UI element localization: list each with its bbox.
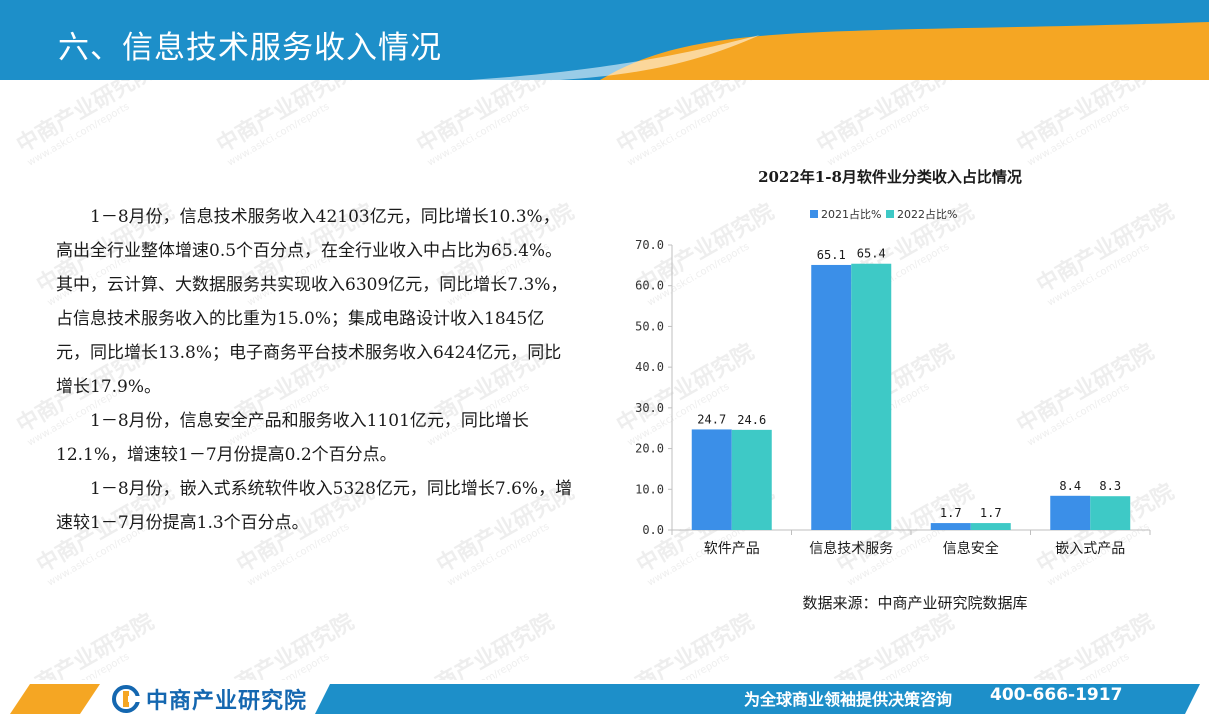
y-tick-label: 70.0 [635, 238, 664, 252]
data-label: 1.7 [980, 506, 1002, 520]
body-text: 1－8月份，信息技术服务收入42103亿元，同比增长10.3%，高出全行业整体增… [56, 200, 576, 540]
paragraph-3: 1－8月份，嵌入式系统软件收入5328亿元，同比增长7.6%，增速较1－7月份提… [56, 479, 573, 533]
watermark-subtext: www.askci.com/reports [425, 101, 532, 169]
header-banner: 六、信息技术服务收入情况 [0, 0, 1209, 80]
watermark-text: 中商产业研究院 [1012, 609, 1159, 680]
watermark-subtext: www.askci.com/reports [25, 101, 132, 169]
watermark-subtext: www.askci.com/reports [1026, 632, 1165, 680]
data-label: 1.7 [940, 506, 962, 520]
watermark-subtext: www.askci.com/reports [426, 632, 565, 680]
bar [970, 523, 1011, 530]
watermark-text: 中商产业研究院 [1012, 80, 1159, 159]
watermark-subtext: www.askci.com/reports [225, 101, 332, 169]
y-tick-label: 30.0 [635, 401, 664, 415]
watermark-text: 中商产业研究院 [612, 609, 759, 680]
header-background [0, 0, 1209, 80]
x-tick-label: 信息技术服务 [809, 540, 893, 557]
legend-label: 2022占比% [897, 207, 957, 221]
x-tick-label: 软件产品 [704, 541, 760, 557]
chart-title: 2022年1-8月软件业分类收入占比情况 [758, 168, 1022, 186]
bar [1090, 496, 1131, 530]
watermark-text: 中商产业研究院 [12, 609, 159, 680]
watermark-subtext: www.askci.com/reports [1025, 101, 1132, 169]
y-tick-label: 50.0 [635, 319, 664, 333]
company-logo-icon [112, 685, 140, 713]
bar [851, 263, 892, 530]
footer-slogan: 为全球商业领袖提供决策咨询 [744, 690, 953, 709]
watermark-subtext: www.askci.com/reports [625, 101, 732, 169]
watermark-text: 中商产业研究院 [12, 80, 159, 159]
bar-chart: 2021占比% 2022占比% 0.0 10.0 20.0 30.0 40.0 50.0 60.… [635, 207, 1151, 557]
watermark-text: 中商产业研究院 [812, 609, 959, 680]
watermark-text: 中商产业研究院 [412, 80, 559, 159]
legend-swatch [886, 210, 894, 218]
watermark-text: 中商产业研究院 [212, 80, 359, 159]
footer-banner [0, 680, 1209, 718]
bar [811, 264, 852, 530]
y-tick-label: 60.0 [635, 279, 664, 293]
paragraph-1: 1－8月份，信息技术服务收入42103亿元，同比增长10.3%，高出全行业整体增… [56, 207, 568, 397]
watermark-subtext: www.askci.com/reports [825, 101, 932, 169]
y-tick-label: 0.0 [642, 523, 664, 537]
y-tick-label: 20.0 [635, 442, 664, 456]
data-label: 8.3 [1099, 479, 1121, 493]
logo-text: 中商产业研究院 [146, 689, 308, 714]
watermark-text: 中商产业研究院 [212, 609, 359, 680]
x-tick-label: 嵌入式产品 [1055, 541, 1125, 557]
watermark-subtext: www.askci.com/reports [626, 632, 765, 680]
y-tick-label: 40.0 [635, 360, 664, 374]
legend-label: 2021占比% [821, 207, 881, 221]
paragraph-2: 1－8月份，信息安全产品和服务收入1101亿元，同比增长12.1%，增速较1－7… [56, 411, 529, 465]
bar [1050, 495, 1091, 530]
data-label: 65.1 [817, 248, 846, 262]
y-tick-label: 10.0 [635, 482, 664, 496]
bar [731, 429, 772, 530]
footer-phone: 400-666-1917 [990, 685, 1123, 705]
watermark-text: 中商产业研究院 [412, 609, 559, 680]
data-label: 8.4 [1059, 479, 1081, 493]
watermark-subtext: www.askci.com/reports [226, 632, 365, 680]
x-tick-label: 信息安全 [943, 540, 999, 557]
legend-swatch [810, 210, 818, 218]
watermark-text: 中商产业研究院 [612, 80, 759, 159]
bar [930, 523, 971, 530]
data-source: 数据来源：中商产业研究院数据库 [802, 594, 1028, 612]
footer-background [10, 684, 1200, 714]
watermark-subtext: www.askci.com/reports [26, 632, 165, 680]
watermark-subtext: www.askci.com/reports [826, 632, 965, 680]
bar [691, 429, 732, 530]
page-title: 六、信息技术服务收入情况 [58, 30, 442, 66]
footer-logo: 中商产业研究院 [112, 683, 307, 715]
data-label: 24.6 [737, 413, 766, 427]
data-label: 65.4 [857, 247, 886, 261]
watermark-text: 中商产业研究院 [812, 80, 959, 159]
data-label: 24.7 [697, 412, 726, 426]
